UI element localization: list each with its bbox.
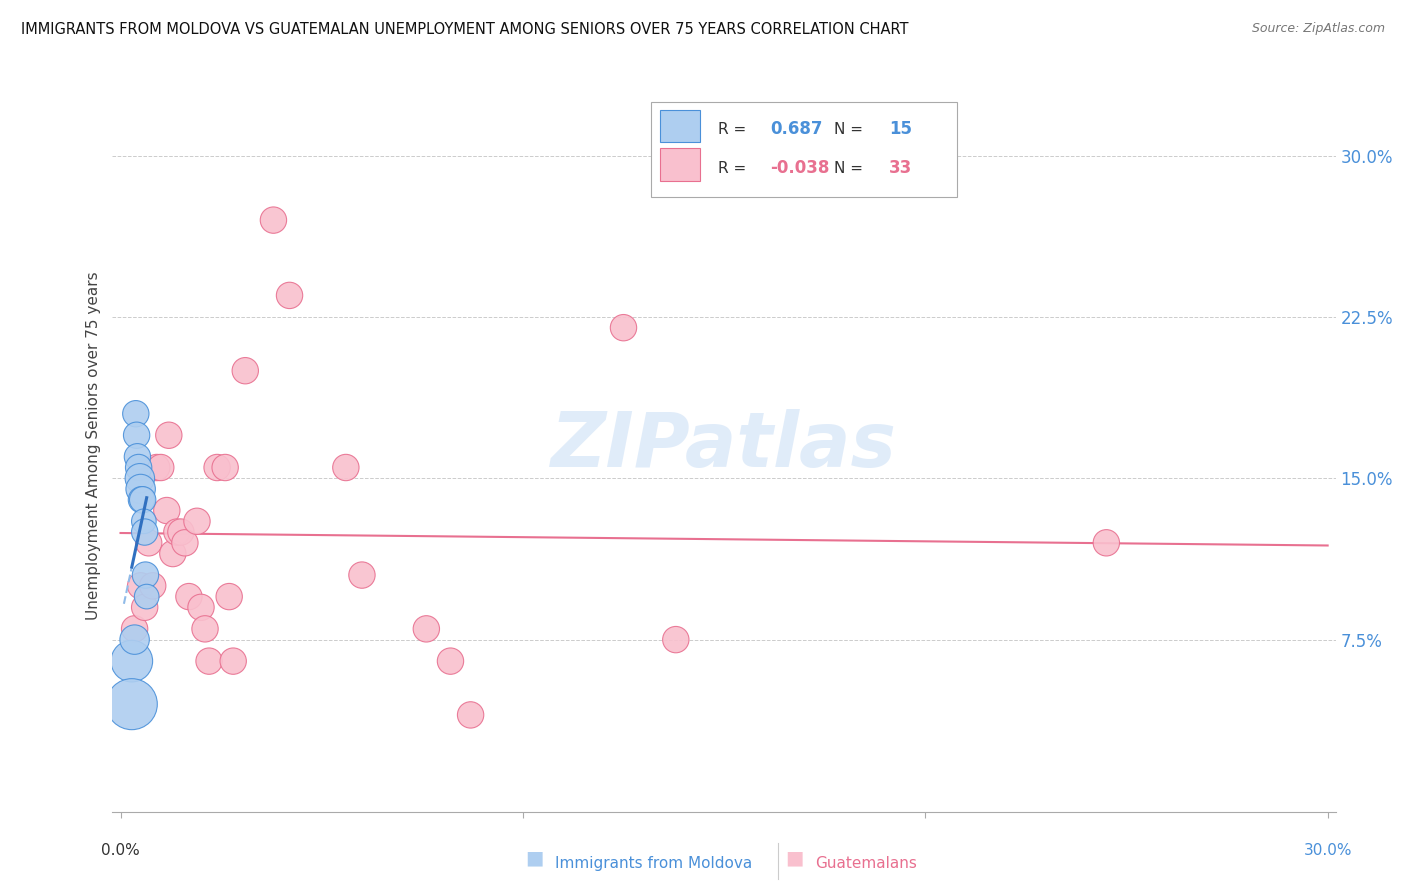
Point (278, 288, 301, 302)
Text: ZIPatlas: ZIPatlas (551, 409, 897, 483)
Point (121, 654, 143, 668)
Point (138, 536, 160, 550)
Point (262, 213, 284, 227)
Point (162, 547, 184, 561)
Point (125, 428, 148, 442)
Point (460, 707, 482, 722)
Point (194, 622, 217, 636)
Point (124, 622, 146, 636)
Point (134, 600, 156, 615)
Point (129, 482, 152, 496)
Point (335, 460, 357, 475)
Point (125, 407, 148, 421)
Point (127, 450, 149, 464)
Point (665, 632, 688, 647)
Point (218, 590, 240, 604)
FancyBboxPatch shape (651, 103, 956, 197)
Point (128, 471, 150, 485)
Point (233, 364, 256, 378)
Point (145, 460, 167, 475)
Point (135, 590, 157, 604)
Point (131, 492, 153, 507)
Text: N =: N = (834, 161, 863, 176)
Text: R =: R = (718, 161, 747, 176)
Point (166, 524, 188, 539)
FancyBboxPatch shape (661, 148, 700, 181)
Point (170, 524, 193, 539)
Point (612, 320, 634, 334)
Point (186, 514, 208, 528)
Point (350, 568, 373, 582)
Text: N =: N = (834, 122, 863, 136)
Point (124, 632, 146, 647)
Point (157, 428, 180, 442)
Point (142, 579, 165, 593)
Point (129, 579, 152, 593)
Point (134, 524, 156, 539)
Text: Immigrants from Moldova: Immigrants from Moldova (555, 856, 752, 871)
FancyBboxPatch shape (661, 110, 700, 143)
Point (128, 460, 150, 475)
Text: ■: ■ (524, 848, 544, 867)
Point (415, 622, 437, 636)
Point (214, 460, 236, 475)
Text: 0.0%: 0.0% (101, 843, 141, 858)
Text: 33: 33 (889, 159, 912, 177)
Point (198, 654, 221, 668)
Y-axis label: Unemployment Among Seniors over 75 years: Unemployment Among Seniors over 75 years (86, 272, 101, 620)
Point (156, 503, 179, 517)
Text: Source: ZipAtlas.com: Source: ZipAtlas.com (1251, 22, 1385, 36)
Point (177, 590, 200, 604)
Text: 0.687: 0.687 (770, 120, 823, 138)
Point (149, 460, 172, 475)
Point (205, 460, 228, 475)
Text: R =: R = (718, 122, 747, 136)
Point (174, 536, 197, 550)
Point (1095, 536, 1118, 550)
Text: 15: 15 (889, 120, 912, 138)
Point (132, 514, 155, 528)
Point (439, 654, 461, 668)
Text: IMMIGRANTS FROM MOLDOVA VS GUATEMALAN UNEMPLOYMENT AMONG SENIORS OVER 75 YEARS C: IMMIGRANTS FROM MOLDOVA VS GUATEMALAN UN… (21, 22, 908, 37)
Point (131, 492, 153, 507)
Point (121, 697, 143, 711)
Text: Guatemalans: Guatemalans (815, 856, 917, 871)
Point (222, 654, 245, 668)
Point (190, 600, 212, 615)
Text: 30.0%: 30.0% (1303, 843, 1353, 858)
Text: ■: ■ (785, 848, 804, 867)
Text: -0.038: -0.038 (770, 159, 830, 177)
Point (134, 568, 156, 582)
